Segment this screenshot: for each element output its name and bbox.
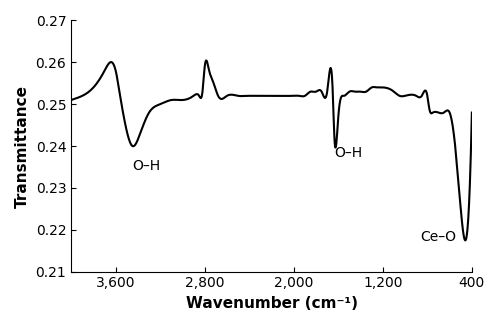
Text: Ce–O: Ce–O	[420, 230, 456, 244]
Y-axis label: Transmittance: Transmittance	[15, 84, 30, 208]
Text: O–H: O–H	[132, 158, 160, 172]
Text: O–H: O–H	[334, 146, 362, 160]
X-axis label: Wavenumber (cm⁻¹): Wavenumber (cm⁻¹)	[186, 296, 358, 311]
